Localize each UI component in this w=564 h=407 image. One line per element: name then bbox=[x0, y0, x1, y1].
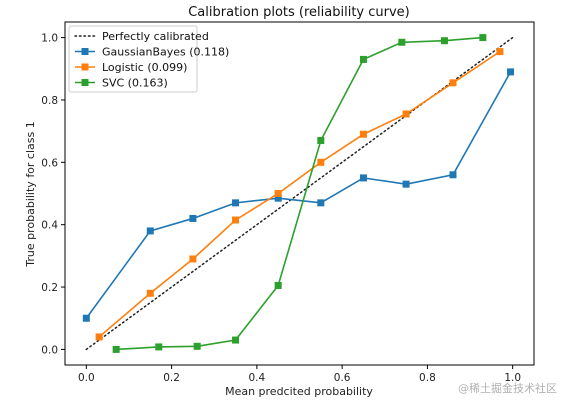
data-point bbox=[317, 158, 325, 166]
data-point bbox=[398, 38, 406, 46]
x-tick-label: 0.4 bbox=[249, 372, 266, 384]
data-point bbox=[402, 180, 410, 188]
legend-label: Perfectly calibrated bbox=[102, 30, 209, 43]
legend-marker bbox=[81, 79, 89, 86]
y-tick-label: 0.4 bbox=[41, 220, 58, 232]
series-line bbox=[98, 50, 501, 338]
series-0 bbox=[82, 68, 515, 322]
x-axis-label: Mean predcited probability bbox=[225, 385, 373, 398]
data-point bbox=[507, 68, 515, 76]
legend-box bbox=[68, 25, 198, 93]
data-point bbox=[146, 289, 154, 297]
watermark: @稀土掘金技术社区 bbox=[458, 381, 557, 395]
chart-title: Calibration plots (reliability curve) bbox=[188, 5, 410, 20]
plot-frame bbox=[64, 21, 535, 366]
series-layer bbox=[82, 34, 515, 353]
y-tick-label: 0.6 bbox=[41, 157, 58, 169]
data-point bbox=[95, 333, 103, 341]
data-point bbox=[146, 227, 154, 235]
data-point bbox=[193, 342, 201, 350]
x-tick-label: 0.6 bbox=[334, 372, 351, 384]
data-point bbox=[155, 343, 163, 351]
legend-label: SVC (0.163) bbox=[102, 77, 168, 90]
y-tick-label: 1.0 bbox=[41, 33, 58, 45]
data-point bbox=[359, 130, 367, 138]
x-tick-label: 0.2 bbox=[163, 372, 180, 384]
legend-label: Logistic (0.099) bbox=[102, 61, 187, 74]
data-point bbox=[359, 174, 367, 182]
data-point bbox=[440, 37, 448, 45]
data-point bbox=[449, 79, 457, 87]
x-tick-label: 0.0 bbox=[78, 372, 95, 384]
data-point bbox=[82, 314, 90, 322]
series-line bbox=[116, 36, 483, 351]
data-point bbox=[402, 110, 410, 118]
data-point bbox=[274, 281, 282, 289]
x-tick-label: 0.8 bbox=[419, 372, 436, 384]
data-point bbox=[274, 190, 282, 197]
legend-marker bbox=[81, 63, 89, 71]
data-point bbox=[449, 171, 457, 179]
data-point bbox=[359, 55, 367, 63]
series-1 bbox=[95, 48, 504, 341]
legend-marker bbox=[81, 48, 89, 55]
data-point bbox=[189, 255, 197, 263]
data-point bbox=[317, 136, 325, 144]
legend-label: GaussianBayes (0.118) bbox=[102, 46, 229, 59]
x-tick-label: 1.0 bbox=[504, 372, 521, 384]
legend: Perfectly calibrated GaussianBayes (0.118… bbox=[68, 25, 229, 93]
y-tick-label: 0.0 bbox=[41, 344, 58, 356]
data-point bbox=[232, 336, 240, 344]
series-2 bbox=[112, 34, 487, 353]
y-axis-label: True probability for class 1 bbox=[24, 121, 37, 267]
axis-ticks: 0.0 0.2 0.4 0.6 0.8 1.0 0.0 0.2 0.4 0.6 0.8 1.0 bbox=[41, 33, 521, 384]
y-tick-label: 0.2 bbox=[41, 282, 58, 294]
data-point bbox=[189, 214, 197, 222]
data-point bbox=[317, 199, 325, 207]
data-point bbox=[232, 199, 240, 207]
data-point bbox=[232, 216, 240, 224]
series-line bbox=[85, 71, 512, 319]
data-point bbox=[112, 345, 120, 353]
y-tick-label: 0.8 bbox=[41, 95, 58, 107]
data-point bbox=[274, 194, 282, 202]
data-point bbox=[479, 34, 487, 42]
data-point bbox=[496, 48, 504, 56]
